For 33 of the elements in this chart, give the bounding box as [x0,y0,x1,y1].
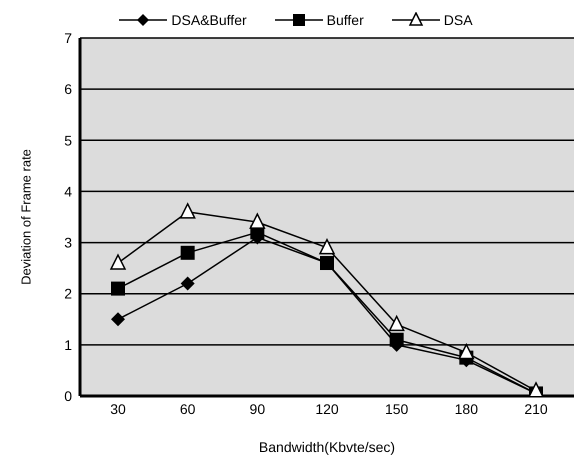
x-tick-label: 210 [524,400,548,417]
point [320,256,334,270]
x-axis-title: Bandwidth(Kbvte/sec) [258,439,396,455]
legend-label: DSA [444,12,473,28]
point [390,332,404,347]
x-tick-label: 180 [454,400,478,417]
point [180,203,196,219]
y-tick-label: 5 [64,132,72,148]
y-tick-label: 4 [64,183,72,200]
y-tick-label: 3 [64,234,72,251]
x-tick-label: 90 [250,400,266,417]
point [528,382,544,396]
y-tick-label: 1 [64,336,72,353]
point [111,282,125,296]
point [111,312,125,326]
y-tick-label: 0 [64,388,72,404]
y-tick-label: 2 [64,286,72,302]
legend-label: DSA&Buffer [171,12,247,28]
point [180,246,195,260]
x-tick-label: 30 [110,400,126,417]
point [250,213,266,229]
x-tick-label: 120 [315,400,339,417]
point [319,238,335,254]
x-tick-label: 60 [180,400,196,417]
point [180,276,195,290]
y-axis-title: Deviation of Frame rate [18,149,34,285]
point [458,344,474,360]
legend-label: Buffer [326,12,364,28]
y-tick-label: 6 [64,81,72,98]
point [388,316,404,332]
x-tick-label: 150 [384,400,409,417]
point [110,254,126,270]
y-tick-label: 7 [64,30,72,46]
